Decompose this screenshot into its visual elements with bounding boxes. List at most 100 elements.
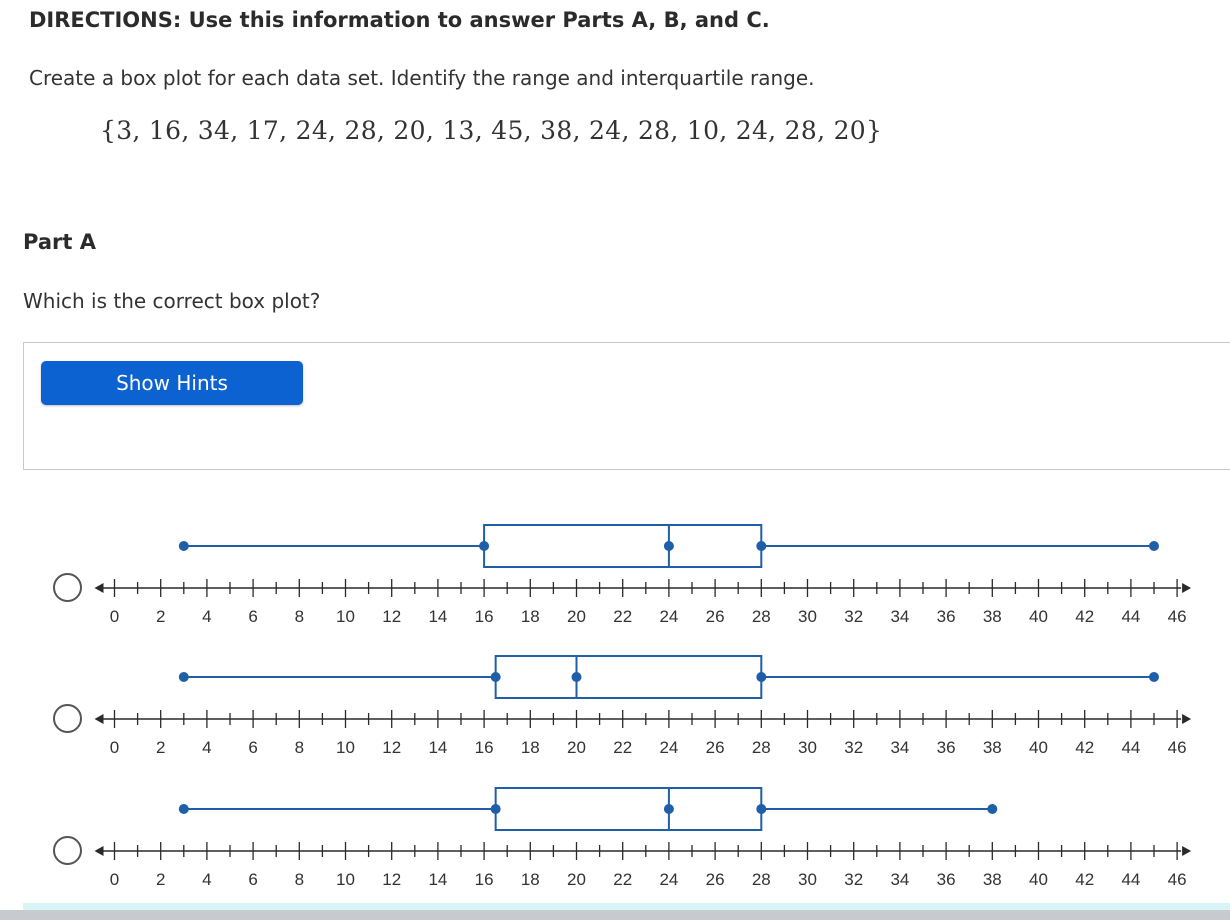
- directions-heading: DIRECTIONS: Use this information to answ…: [29, 8, 770, 32]
- axis-arrow-right: [1182, 714, 1192, 724]
- question-text: Which is the correct box plot?: [23, 289, 321, 313]
- tick-label: 42: [1075, 738, 1094, 757]
- answer-choice-3: 0 2 4 6 8 10 12 14 16 18 20 22 24 26 28 30 32 34 36 38 40 42 4…: [0, 773, 1230, 893]
- tick-label: 26: [706, 607, 725, 626]
- tick-label: 36: [937, 738, 956, 757]
- box: [483, 524, 763, 568]
- tick-label: 10: [336, 870, 355, 889]
- min-point: [178, 672, 189, 682]
- tick-label: 10: [336, 607, 355, 626]
- tick-label: 18: [521, 607, 540, 626]
- tick-label: 12: [382, 607, 401, 626]
- tick-label: 2: [156, 870, 165, 889]
- min-point: [178, 804, 189, 814]
- tick-label: 26: [706, 738, 725, 757]
- tick-label: 22: [613, 738, 632, 757]
- min-point: [178, 541, 189, 551]
- footer-strip: [23, 903, 1230, 910]
- tick-label: 46: [1168, 738, 1187, 757]
- tick-label: 44: [1121, 870, 1140, 889]
- tick-label: 10: [336, 738, 355, 757]
- tick-label: 30: [798, 607, 817, 626]
- tick-label: 2: [156, 738, 165, 757]
- tick-label: 2: [156, 607, 165, 626]
- axis-arrow-left: [94, 846, 104, 856]
- footer-bar: [0, 910, 1230, 920]
- tick-label: 42: [1075, 870, 1094, 889]
- tick-label: 38: [983, 870, 1002, 889]
- tick-label: 16: [475, 870, 494, 889]
- axis-arrow-left: [94, 714, 104, 724]
- tick-label: 28: [752, 738, 771, 757]
- max-point: [1149, 541, 1159, 551]
- tick-label: 34: [890, 738, 909, 757]
- axis-arrow-right: [1182, 583, 1192, 593]
- q3-point: [756, 804, 767, 814]
- q1-point: [479, 541, 490, 551]
- tick-label: 38: [983, 607, 1002, 626]
- box: [494, 787, 763, 831]
- q3-point: [756, 672, 767, 682]
- data-set: {3, 16, 34, 17, 24, 28, 20, 13, 45, 38, …: [100, 116, 883, 145]
- tick-label: 8: [295, 607, 304, 626]
- tick-label: 30: [798, 870, 817, 889]
- q1-point: [490, 672, 501, 682]
- answer-choice-1: 0 2 4 6 8 10 12 14 16 18 20 22 24 26 28 30 32 34 36 38 40 42 4…: [0, 510, 1230, 630]
- tick-label: 44: [1121, 738, 1140, 757]
- box-plot-3: 0 2 4 6 8 10 12 14 16 18 20 22 24 26 28 30 32 34 36 38 40 42 4…: [94, 787, 1192, 889]
- tick-label: 40: [1029, 870, 1048, 889]
- tick-label: 20: [567, 738, 586, 757]
- tick-label: 22: [613, 870, 632, 889]
- tick-label: 18: [521, 738, 540, 757]
- tick-label: 18: [521, 870, 540, 889]
- tick-label: 14: [428, 607, 447, 626]
- tick-label: 8: [295, 870, 304, 889]
- tick-label: 14: [428, 738, 447, 757]
- median-point: [663, 541, 674, 551]
- tick-label: 36: [937, 870, 956, 889]
- tick-label: 4: [202, 870, 211, 889]
- tick-label: 32: [844, 607, 863, 626]
- tick-label: 42: [1075, 607, 1094, 626]
- tick-label: 34: [890, 870, 909, 889]
- radio-option-1[interactable]: [53, 573, 82, 602]
- tick-label: 12: [382, 738, 401, 757]
- median-point: [571, 672, 582, 682]
- tick-label: 8: [295, 738, 304, 757]
- tick-label: 22: [613, 607, 632, 626]
- tick-label: 32: [844, 738, 863, 757]
- box: [494, 655, 763, 699]
- tick-label: 0: [110, 738, 119, 757]
- tick-label: 40: [1029, 607, 1048, 626]
- tick-label: 20: [567, 607, 586, 626]
- tick-label: 34: [890, 607, 909, 626]
- radio-option-2[interactable]: [53, 704, 82, 733]
- tick-label: 30: [798, 738, 817, 757]
- tick-label: 38: [983, 738, 1002, 757]
- max-point: [987, 804, 998, 814]
- show-hints-button[interactable]: Show Hints: [41, 361, 303, 405]
- tick-label: 6: [248, 870, 257, 889]
- tick-label: 4: [202, 738, 211, 757]
- tick-label: 16: [475, 738, 494, 757]
- q1-point: [490, 804, 501, 814]
- median-point: [663, 804, 674, 814]
- axis-arrow-left: [94, 583, 104, 593]
- tick-label: 0: [110, 607, 119, 626]
- instructions-text: Create a box plot for each data set. Ide…: [29, 66, 815, 90]
- tick-label: 26: [706, 870, 725, 889]
- tick-label: 36: [937, 607, 956, 626]
- axis-arrow-right: [1182, 846, 1192, 856]
- tick-label: 24: [659, 870, 678, 889]
- tick-label: 46: [1168, 870, 1187, 889]
- tick-label: 44: [1121, 607, 1140, 626]
- max-point: [1149, 672, 1159, 682]
- tick-label: 4: [202, 607, 211, 626]
- part-title: Part A: [23, 230, 96, 254]
- tick-label: 14: [428, 870, 447, 889]
- tick-label: 6: [248, 607, 257, 626]
- answer-choice-2: 0 2 4 6 8 10 12 14 16 18 20 22 24 26 28 30 32 34 36 38 40 42 4…: [0, 641, 1230, 761]
- radio-option-3[interactable]: [53, 836, 82, 865]
- box-plot-1: 0 2 4 6 8 10 12 14 16 18 20 22 24 26 28 30 32 34 36 38 40 42 4…: [94, 524, 1192, 626]
- tick-label: 6: [248, 738, 257, 757]
